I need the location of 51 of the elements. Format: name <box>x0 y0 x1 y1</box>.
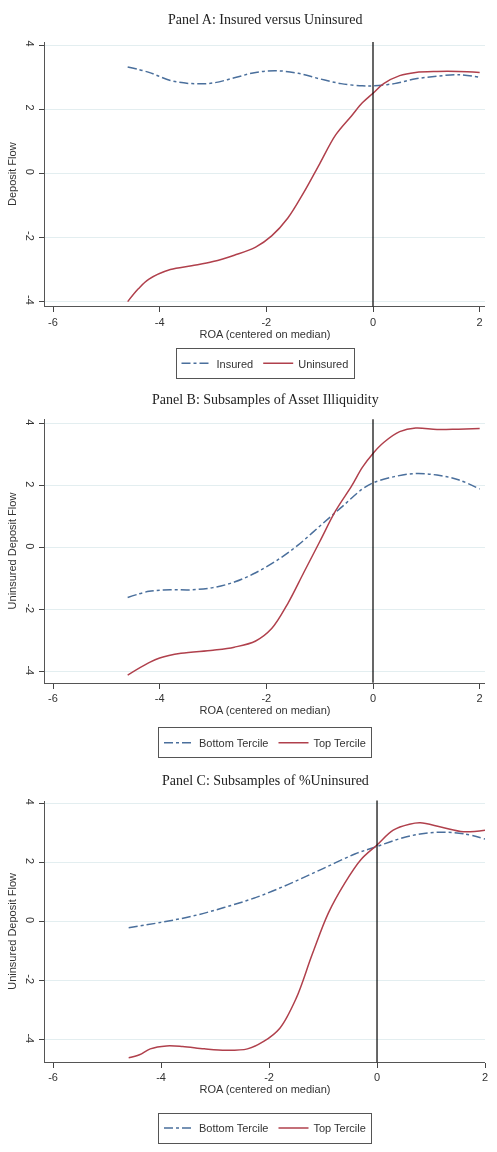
y-tick-label: 0 <box>23 168 36 175</box>
legend-label: Bottom Tercile <box>199 737 269 749</box>
x-tick-label: 0 <box>373 1071 381 1084</box>
line-series <box>126 70 481 303</box>
y-tick-label: 4 <box>23 40 36 47</box>
x-tick-label: -2 <box>264 1071 274 1084</box>
legend-label: Insured <box>216 357 254 370</box>
x-axis-title: ROA (centered on median) <box>199 327 331 340</box>
y-tick-label: -2 <box>23 603 36 614</box>
y-tick-label: -2 <box>23 974 36 985</box>
x-tick-label: -6 <box>48 315 58 328</box>
x-tick-label: -4 <box>156 1071 166 1084</box>
y-axis-title: Uninsured Deposit Flow <box>6 492 19 610</box>
x-axis-title: ROA (centered on median) <box>199 1083 331 1096</box>
legend-label: Top Tercile <box>313 737 366 749</box>
line-series <box>126 472 481 599</box>
x-tick-label: -6 <box>48 692 58 705</box>
x-tick-label: 0 <box>369 315 377 328</box>
y-tick-label: 0 <box>23 543 36 550</box>
x-tick-label: 2 <box>481 1071 489 1084</box>
y-axis-title: Deposit Flow <box>6 142 19 206</box>
y-tick-label: 4 <box>23 419 36 426</box>
y-tick-label: 0 <box>23 917 36 924</box>
y-axis-title: Uninsured Deposit Flow <box>6 872 19 990</box>
chart-title: Panel C: Subsamples of %Uninsured <box>162 773 369 788</box>
x-tick-label: -6 <box>48 1071 58 1084</box>
y-tick-label: 2 <box>23 481 36 488</box>
x-tick-label: -4 <box>154 315 165 328</box>
x-axis-title: ROA (centered on median) <box>199 704 331 717</box>
y-tick-label: -4 <box>23 295 36 305</box>
y-tick-label: 4 <box>23 798 36 805</box>
line-series <box>127 822 485 1059</box>
y-tick-label: -2 <box>23 230 36 241</box>
line-series <box>127 831 485 929</box>
legend-label: Bottom Tercile <box>199 1122 269 1135</box>
y-tick-label: -4 <box>23 665 36 676</box>
x-tick-label: -2 <box>261 692 272 705</box>
legend-label: Top Tercile <box>313 1122 366 1135</box>
x-tick-label: 2 <box>476 692 483 705</box>
x-tick-label: 2 <box>476 315 483 328</box>
legend-label: Uninsured <box>298 357 349 370</box>
x-tick-label: -2 <box>261 315 272 328</box>
x-tick-label: 0 <box>369 692 377 705</box>
y-tick-label: -4 <box>23 1033 36 1044</box>
x-tick-label: -4 <box>154 692 165 705</box>
line-series <box>126 427 481 676</box>
chart-title: Panel B: Subsamples of Asset Illiquidity <box>152 392 379 407</box>
chart-title: Panel A: Insured versus Uninsured <box>168 12 363 27</box>
line-series <box>126 66 481 87</box>
y-tick-label: 2 <box>23 104 36 111</box>
y-tick-label: 2 <box>23 857 36 865</box>
